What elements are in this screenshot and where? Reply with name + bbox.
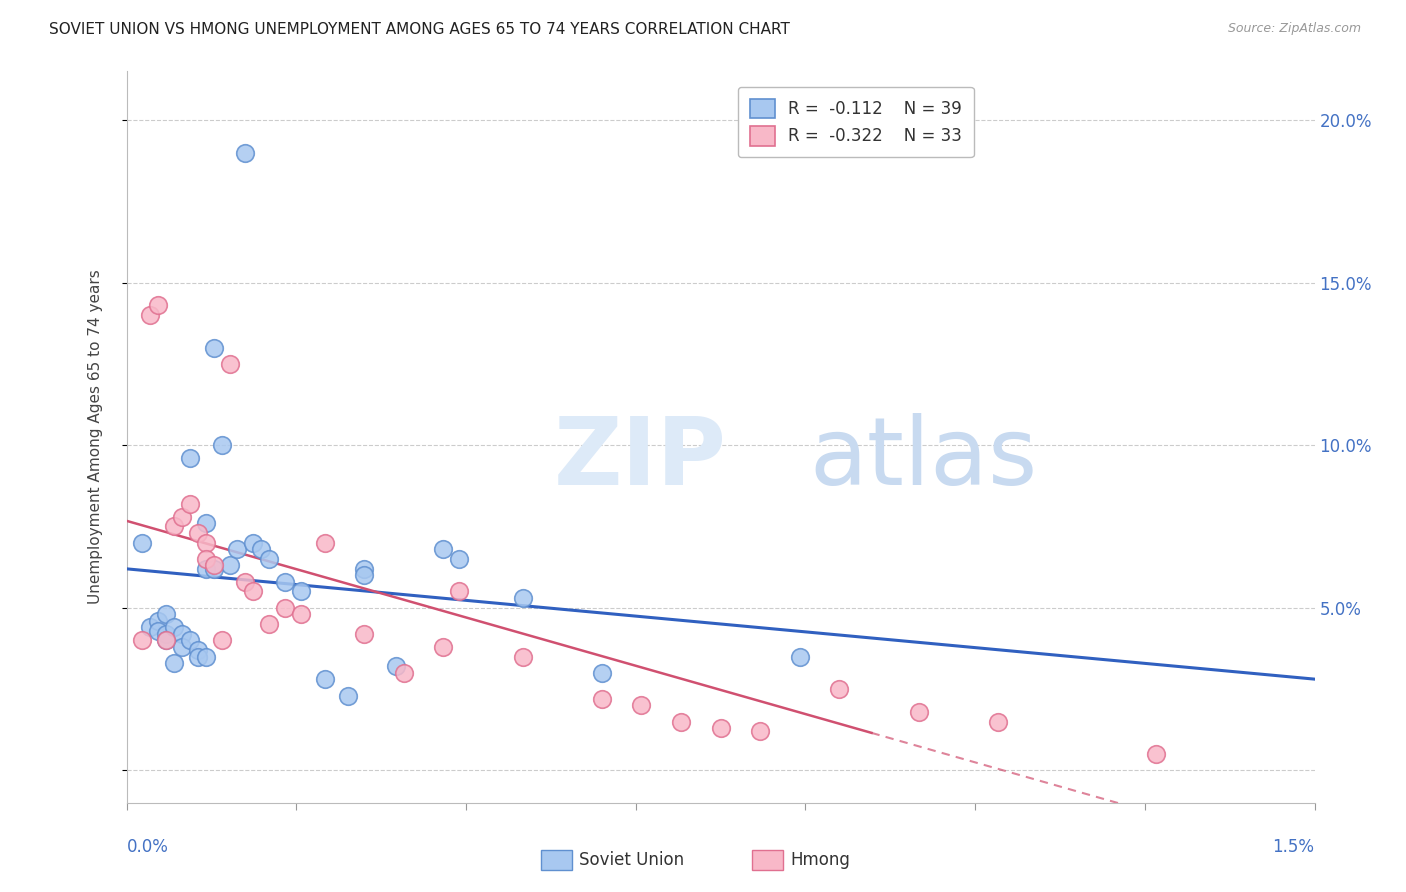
Point [353,562,375,576]
Point [449,584,471,599]
Point [139,620,162,634]
Point [274,574,297,589]
Point [512,591,534,605]
Point [194,562,217,576]
Point [314,535,336,549]
Text: atlas: atlas [810,413,1038,505]
Point [194,535,217,549]
Point [148,614,170,628]
Point [202,558,225,573]
Point [218,558,240,573]
Point [432,640,454,654]
Point [669,714,692,729]
Point [187,526,209,541]
Point [257,552,280,566]
Point [337,689,360,703]
Point [202,341,225,355]
Point [170,626,193,640]
Point [257,617,280,632]
Point [179,451,201,466]
Point [155,607,177,622]
Text: 1.5%: 1.5% [1272,838,1315,856]
Point [235,574,257,589]
Point [392,665,415,680]
Point [235,145,257,160]
Point [290,607,312,622]
Text: Source: ZipAtlas.com: Source: ZipAtlas.com [1227,22,1361,36]
Point [987,714,1010,729]
Point [591,665,613,680]
Point [179,497,201,511]
Point [1144,747,1167,761]
Point [449,552,471,566]
Text: Hmong: Hmong [790,851,851,869]
Point [226,542,249,557]
Point [131,535,153,549]
Point [710,721,733,735]
Point [155,633,177,648]
Point [290,584,312,599]
Point [163,656,186,670]
Point [187,643,209,657]
Point [155,633,177,648]
Point [353,626,375,640]
Point [170,509,193,524]
Legend: R =  -0.112    N = 39, R =  -0.322    N = 33: R = -0.112 N = 39, R = -0.322 N = 33 [738,87,973,157]
Point [749,724,772,739]
Point [591,691,613,706]
Point [187,649,209,664]
Point [218,357,240,371]
Point [630,698,652,713]
Text: Soviet Union: Soviet Union [579,851,685,869]
Text: ZIP: ZIP [554,413,727,505]
Point [194,649,217,664]
Point [194,516,217,531]
Point [148,624,170,638]
Point [432,542,454,557]
Point [131,633,153,648]
Point [155,626,177,640]
Point [242,584,264,599]
Point [789,649,811,664]
Point [907,705,929,719]
Y-axis label: Unemployment Among Ages 65 to 74 years: Unemployment Among Ages 65 to 74 years [89,269,103,605]
Point [163,519,186,533]
Point [828,681,851,696]
Point [274,600,297,615]
Point [148,298,170,312]
Point [314,673,336,687]
Point [242,535,264,549]
Point [385,659,408,673]
Point [211,438,233,452]
Point [211,633,233,648]
Text: 0.0%: 0.0% [127,838,169,856]
Point [512,649,534,664]
Point [170,640,193,654]
Point [179,633,201,648]
Point [353,568,375,582]
Point [139,308,162,322]
Point [163,620,186,634]
Text: SOVIET UNION VS HMONG UNEMPLOYMENT AMONG AGES 65 TO 74 YEARS CORRELATION CHART: SOVIET UNION VS HMONG UNEMPLOYMENT AMONG… [49,22,790,37]
Point [194,552,217,566]
Point [250,542,273,557]
Point [202,562,225,576]
